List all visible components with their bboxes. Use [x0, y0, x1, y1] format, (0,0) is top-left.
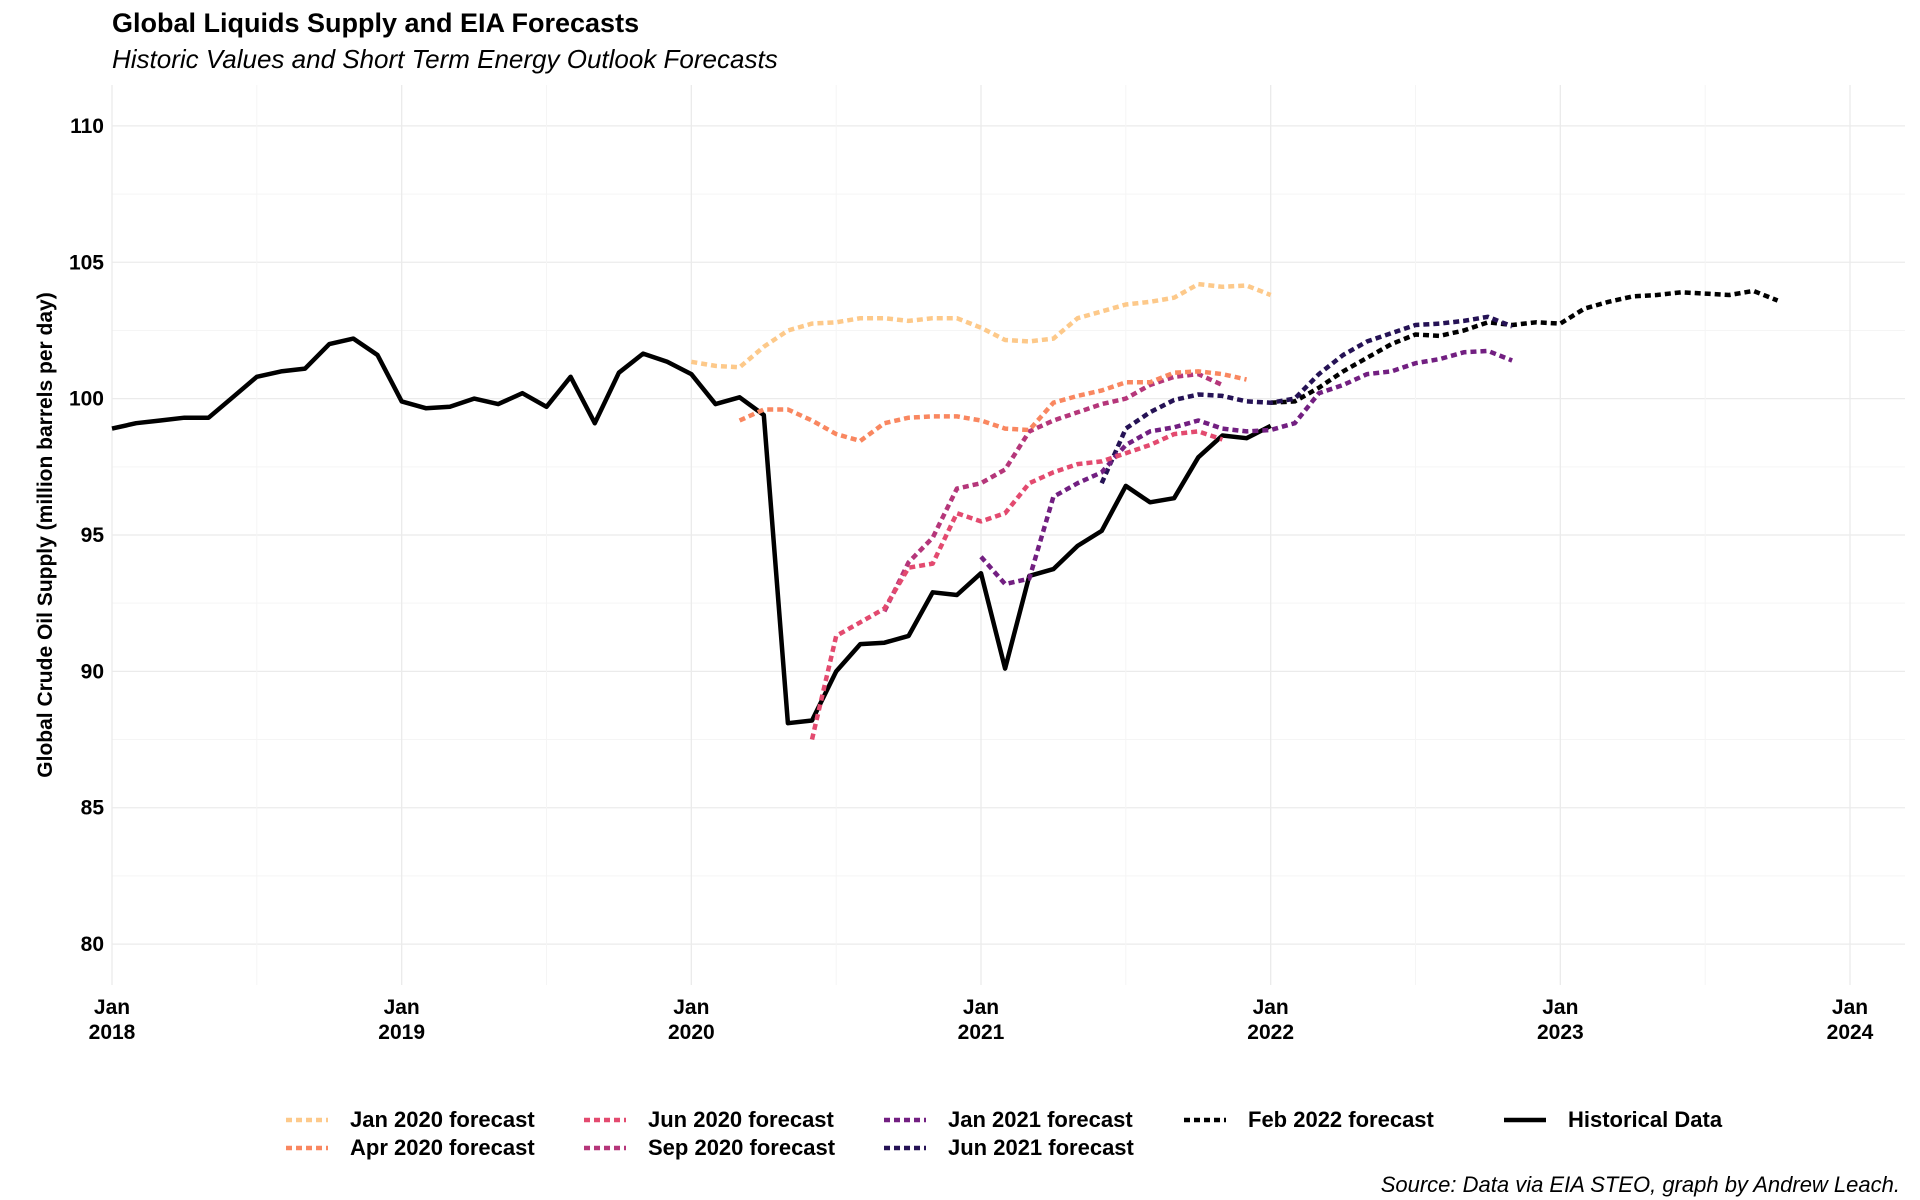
x-tick-label: Jan [384, 996, 420, 1019]
legend-key [286, 1117, 328, 1123]
series-line-jun-2020-forecast [809, 429, 1224, 741]
series-line-sep-2020-forecast [882, 371, 1224, 613]
legend-key [884, 1145, 926, 1151]
legend-key [584, 1117, 626, 1123]
series-layer [111, 281, 1779, 741]
chart-caption: Source: Data via EIA STEO, graph by Andr… [1380, 1172, 1900, 1197]
y-tick-label: 105 [69, 251, 104, 274]
x-tick-label: Jan [1253, 996, 1289, 1019]
legend-label: Jan 2021 forecast [948, 1107, 1133, 1132]
x-tick-label: 2023 [1537, 1021, 1584, 1044]
y-axis: 80 85 90 95 100 105 110 [69, 115, 104, 956]
series-line-feb-2022-forecast [1270, 288, 1779, 405]
x-tick-label: 2022 [1247, 1021, 1294, 1044]
legend-label: Jan 2020 forecast [350, 1107, 535, 1132]
legend-key [584, 1145, 626, 1151]
legend-item: Sep 2020 forecast [582, 1134, 835, 1162]
legend-label: Feb 2022 forecast [1248, 1107, 1434, 1132]
legend-key [286, 1145, 328, 1151]
legend: Jan 2020 forecast Apr 2020 forecast Jun 20… [284, 1106, 1784, 1166]
legend-item: Feb 2022 forecast [1182, 1106, 1434, 1134]
series-line-apr-2020-forecast [738, 369, 1247, 444]
series-line-jun-2021-forecast [1099, 314, 1513, 485]
legend-item: Jan 2020 forecast [284, 1106, 535, 1134]
x-tick-label: 2019 [378, 1021, 425, 1044]
legend-label: Historical Data [1568, 1107, 1723, 1132]
legend-item: Jan 2021 forecast [882, 1106, 1133, 1134]
legend-label: Jun 2020 forecast [648, 1107, 834, 1132]
y-tick-label: 110 [70, 115, 104, 138]
chart-title: Global Liquids Supply and EIA Forecasts [112, 8, 640, 38]
y-tick-label: 85 [81, 797, 105, 820]
legend-item: Jun 2020 forecast [582, 1106, 834, 1134]
series-line-jan-2020-forecast [690, 281, 1272, 370]
y-tick-label: 80 [81, 933, 104, 956]
x-tick-label: Jan [673, 996, 709, 1019]
x-tick-label: Jan [94, 996, 130, 1019]
legend-label: Sep 2020 forecast [648, 1135, 836, 1160]
y-tick-label: 100 [69, 388, 104, 411]
y-axis-label: Global Crude Oil Supply (million barrels… [34, 292, 57, 777]
x-tick-label: 2020 [668, 1021, 715, 1044]
legend-item: Historical Data [1502, 1106, 1722, 1134]
x-tick-label: Jan [963, 996, 999, 1019]
legend-key [1184, 1117, 1226, 1123]
series-line-jan-2021-forecast [979, 348, 1513, 587]
legend-key [1504, 1117, 1546, 1123]
legend-item: Apr 2020 forecast [284, 1134, 535, 1162]
y-tick-label: 95 [81, 524, 105, 547]
grid-lines [111, 85, 1905, 985]
legend-label: Jun 2021 forecast [948, 1135, 1134, 1160]
x-tick-label: 2021 [958, 1021, 1005, 1044]
legend-key [884, 1117, 926, 1123]
x-tick-label: Jan [1542, 996, 1578, 1019]
y-tick-label: 90 [81, 660, 104, 683]
chart-subtitle: Historic Values and Short Term Energy Ou… [112, 44, 778, 74]
legend-label: Apr 2020 forecast [350, 1135, 535, 1160]
x-tick-label: Jan [1832, 996, 1868, 1019]
x-tick-label: 2024 [1827, 1021, 1874, 1044]
legend-item: Jun 2021 forecast [882, 1134, 1134, 1162]
x-tick-label: 2018 [89, 1021, 136, 1044]
series-line-historical-data [111, 336, 1272, 726]
x-axis: Jan2018Jan2019Jan2020Jan2021Jan2022Jan20… [89, 996, 1874, 1044]
